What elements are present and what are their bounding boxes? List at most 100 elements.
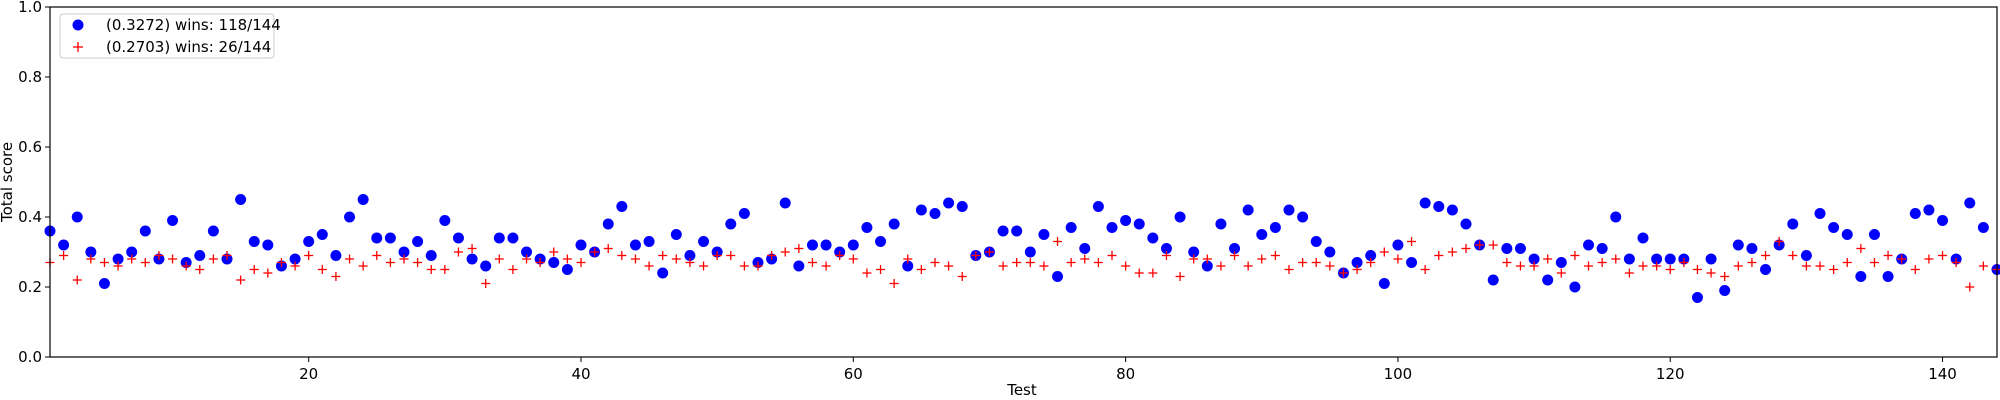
data-point-series-1 xyxy=(1310,236,1322,247)
data-point-series-1 xyxy=(1351,257,1363,268)
data-point-series-2 xyxy=(1257,254,1267,264)
data-point-series-2 xyxy=(916,265,926,274)
data-point-series-1 xyxy=(629,239,641,251)
data-point-series-1 xyxy=(670,229,682,240)
y-axis-ticks: 0.0 0.2 0.4 0.6 0.8 1.0 xyxy=(18,0,50,366)
data-point-series-1 xyxy=(1446,204,1458,216)
data-point-series-2 xyxy=(630,254,640,264)
legend-box xyxy=(59,13,275,59)
data-point-series-2 xyxy=(889,279,899,288)
data-point-series-2 xyxy=(1747,258,1757,267)
data-point-series-2 xyxy=(127,254,137,264)
data-point-series-1 xyxy=(126,246,138,258)
data-point-series-1 xyxy=(1841,229,1853,240)
data-point-series-1 xyxy=(194,250,206,261)
data-point-series-2 xyxy=(794,244,804,253)
data-point-series-1 xyxy=(1133,218,1145,230)
data-point-series-2 xyxy=(1842,258,1852,267)
data-point-series-1 xyxy=(820,239,832,251)
data-point-series-1 xyxy=(1378,278,1390,289)
data-point-series-2 xyxy=(399,254,409,264)
data-point-series-2 xyxy=(1461,244,1471,253)
data-point-series-1 xyxy=(412,236,424,247)
data-point-series-1 xyxy=(1705,253,1717,265)
data-point-series-2 xyxy=(208,254,218,264)
data-point-series-2 xyxy=(1012,258,1022,267)
data-point-series-1 xyxy=(861,222,873,233)
data-point-series-2 xyxy=(903,254,913,264)
data-point-series-1 xyxy=(1256,229,1268,240)
data-point-series-2 xyxy=(1665,265,1675,274)
data-point-series-1 xyxy=(384,232,396,244)
data-point-series-2 xyxy=(944,261,954,271)
data-point-series-1 xyxy=(1637,232,1649,244)
data-point-series-1 xyxy=(1800,250,1812,261)
data-point-series-1 xyxy=(1201,260,1213,272)
data-point-series-2 xyxy=(998,261,1008,271)
data-point-series-2 xyxy=(1706,268,1716,278)
data-point-series-2 xyxy=(1243,261,1253,271)
data-point-series-1 xyxy=(71,211,83,223)
data-point-series-2 xyxy=(1951,258,1961,267)
data-point-series-1 xyxy=(1732,239,1744,251)
data-point-series-2 xyxy=(1161,251,1171,260)
data-point-series-2 xyxy=(1829,265,1839,274)
data-point-series-2 xyxy=(1543,254,1553,264)
data-point-series-2 xyxy=(671,254,681,264)
data-point-series-1 xyxy=(167,215,179,226)
plot-frame xyxy=(49,6,1998,358)
data-point-series-2 xyxy=(304,251,314,260)
data-point-series-1 xyxy=(806,239,818,251)
data-point-series-2 xyxy=(1434,251,1444,260)
data-point-series-2 xyxy=(767,251,777,260)
data-point-series-1 xyxy=(1120,215,1132,226)
data-point-series-2 xyxy=(726,251,736,260)
data-point-series-2 xyxy=(1121,261,1131,271)
data-point-series-2 xyxy=(712,251,722,260)
data-point-series-1 xyxy=(1691,292,1703,303)
data-point-series-1 xyxy=(1269,222,1281,233)
data-point-series-1 xyxy=(616,201,628,212)
data-point-series-2 xyxy=(930,258,940,267)
data-point-series-2 xyxy=(1502,258,1512,267)
data-point-series-2 xyxy=(984,247,994,257)
data-point-series-2 xyxy=(1570,251,1580,260)
data-point-series-1 xyxy=(1909,208,1921,219)
data-point-series-2 xyxy=(862,268,872,278)
data-point-series-1 xyxy=(1746,243,1758,254)
data-point-series-2 xyxy=(699,261,709,271)
data-point-series-2 xyxy=(1420,265,1430,274)
data-point-series-2 xyxy=(481,279,491,288)
data-point-series-1 xyxy=(303,236,315,247)
data-point-series-1 xyxy=(1923,204,1935,216)
data-point-series-2 xyxy=(1638,261,1648,271)
data-point-series-2 xyxy=(113,261,123,271)
data-point-series-1 xyxy=(1855,271,1867,282)
data-point-series-2 xyxy=(1366,258,1376,267)
data-point-series-2 xyxy=(1284,265,1294,274)
data-point-series-2 xyxy=(1720,272,1730,281)
data-point-series-1 xyxy=(1868,229,1880,240)
data-point-series-1 xyxy=(1160,243,1172,254)
data-point-series-1 xyxy=(1514,243,1526,254)
data-point-series-2 xyxy=(1652,261,1662,271)
data-point-series-2 xyxy=(1733,261,1743,271)
data-point-series-1 xyxy=(902,260,914,272)
data-point-series-2 xyxy=(1053,237,1063,246)
data-point-series-1 xyxy=(561,264,573,275)
data-point-series-1 xyxy=(112,253,124,265)
data-point-series-1 xyxy=(1583,239,1595,251)
data-point-series-1 xyxy=(439,215,451,226)
data-point-series-2 xyxy=(1679,258,1689,267)
data-point-series-2 xyxy=(154,251,164,260)
data-point-series-1 xyxy=(507,232,519,244)
data-point-series-2 xyxy=(562,254,572,264)
data-point-series-1 xyxy=(1760,264,1772,275)
data-point-series-1 xyxy=(1324,246,1336,258)
data-point-series-2 xyxy=(1202,254,1212,264)
data-point-series-1 xyxy=(1460,218,1472,230)
data-point-series-1 xyxy=(725,218,737,230)
data-point-series-1 xyxy=(1433,201,1445,212)
data-point-series-2 xyxy=(236,275,246,285)
data-point-series-2 xyxy=(1325,261,1335,271)
